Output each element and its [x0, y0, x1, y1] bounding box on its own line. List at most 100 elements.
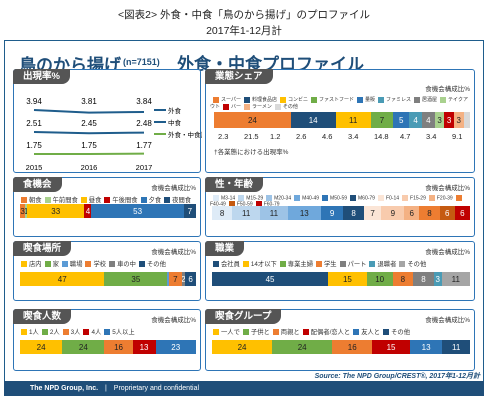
bar-segment: 53: [91, 204, 184, 218]
bar-segment: 24: [20, 340, 63, 354]
legend-swatch: [322, 195, 329, 201]
profile-card: 鳥のから揚げ (n=7151) 外食・中食プロファイル 出現率% 3.94 3.8…: [4, 40, 484, 396]
legend-label: ファミレス: [386, 97, 412, 103]
bar-segment: 7: [169, 272, 182, 286]
legend-swatch: [41, 329, 48, 336]
legend-label: バー: [231, 104, 242, 110]
channel-incidence-value: 4.6: [322, 132, 333, 141]
legend: スーパー 料理食品店 コンビニ ファストフード 量販 ファミレス 居酒屋 テイクアウト バー ラー…: [210, 96, 472, 110]
bar-segment: 11: [442, 340, 470, 354]
legend-label: M60-79: [358, 195, 375, 202]
legend-swatch: [213, 195, 219, 201]
bar-segment: 35: [104, 272, 168, 286]
stacked-bar: 31334537: [20, 204, 196, 218]
data-label: 1.75: [81, 141, 97, 150]
panel-gender-age: 性・年齢 食機会構成比% M3-14 M15-29 M20-34 M40-49 M50-59…: [205, 177, 475, 237]
legend-swatch: [428, 195, 435, 201]
footer-bar: The NPD Group, Inc. | Proprietary and co…: [4, 381, 484, 396]
legend-label: 一人で: [221, 329, 240, 336]
bar-segment: 16: [104, 340, 133, 354]
panel-title: 喫食人数: [13, 309, 72, 324]
legend-swatch: [402, 195, 409, 201]
legend-label: 店内: [29, 261, 42, 268]
bar-segment: 10: [366, 272, 393, 286]
legend-swatch: [61, 261, 68, 268]
legend-label: その他: [146, 261, 166, 268]
bar-segment: 6: [439, 206, 455, 220]
legend-swatch: [315, 261, 322, 268]
bar-segment: 6: [404, 206, 420, 220]
legend-label: M3-14: [221, 195, 236, 202]
data-label: 3.84: [136, 97, 152, 106]
panel-unit-note: 食機会構成比%: [425, 249, 470, 256]
bar-segment: 7: [363, 206, 382, 220]
legend-label: F20-39: [436, 195, 453, 202]
data-label: 2.51: [26, 119, 42, 128]
legend-label: F50-59: [236, 201, 253, 208]
bar-segment: 5: [393, 112, 410, 128]
legend-label: ファストフード: [318, 97, 354, 103]
channel-incidence-value: 3.4: [348, 132, 359, 141]
legend-swatch: [455, 195, 462, 201]
channel-incidence-value: 3.4: [426, 132, 437, 141]
legend-label: 配偶者/恋人と: [310, 329, 351, 336]
bar-segment: 7: [183, 204, 196, 218]
legend-swatch: [21, 329, 27, 336]
legend-swatch: [279, 96, 286, 103]
legend-swatch: [109, 261, 116, 268]
legend-swatch: [104, 197, 111, 204]
figure-period: 2017年1-12月計: [206, 25, 282, 37]
panel-unit-note: 食機会構成比%: [425, 86, 470, 93]
panel-title: 食機会: [13, 177, 62, 192]
legend-label: テイクアウト: [210, 97, 468, 110]
data-label: 3.81: [81, 97, 97, 106]
legend-label: 午後間食: [112, 197, 138, 204]
bar-segment: 4: [409, 112, 422, 128]
figure-caption: <図表2> 外食・中食「鳥のから揚げ」のプロファイル: [117, 9, 371, 21]
legend-label: 5人以上: [112, 329, 135, 336]
panel-title: 性・年齢: [205, 177, 264, 192]
legend-label: 専業主婦: [287, 261, 313, 268]
channel-incidence-row: 2.3 21.5 1.2 2.6 4.6 3.4 14.8 4.7 3.4 9.1: [214, 132, 470, 144]
legend-swatch: [378, 96, 385, 103]
legend-label: 夕食: [148, 197, 162, 204]
legend-label: F40-49: [210, 201, 226, 208]
legend-label: 4人: [91, 329, 102, 336]
bar-segment: 6: [185, 272, 196, 286]
legend-label: F60-79: [263, 201, 280, 208]
legend-swatch: [213, 329, 219, 336]
legend-swatch: [104, 329, 111, 336]
legend-swatch: [272, 329, 279, 336]
bar-segment: 1: [25, 204, 27, 218]
legend: M3-14 M15-29 M20-34 M40-49 M50-59 M60-79 F0-14…: [210, 195, 472, 208]
bar-segment: 15: [372, 340, 410, 354]
bar-segment: 24: [214, 112, 291, 128]
bar-segment: 3: [434, 112, 445, 128]
bar-segment: 9: [320, 206, 344, 220]
legend-swatch: [138, 261, 145, 268]
legend-label: 外食: [168, 106, 182, 115]
bar-segment: 11: [335, 112, 371, 128]
panel-title: 職業: [205, 241, 245, 256]
bar-segment: 6: [454, 206, 470, 220]
x-tick-label: 2016: [81, 163, 98, 172]
legend-label: 量販: [365, 97, 376, 103]
legend-label: 朝食: [29, 197, 42, 204]
stacked-bar: 24 24 16 15 13 11: [212, 340, 470, 354]
bar-segment: 3: [433, 272, 442, 286]
bar-segment: 24: [62, 340, 105, 354]
legend-label: M50-59: [330, 195, 347, 202]
bar-segment: 8: [419, 206, 440, 220]
line-chart: 3.94 3.81 3.84 外食 2.51 2.45 2.48 中食 1.75 1.75 1.77…: [26, 97, 202, 172]
data-label: 1.77: [136, 141, 152, 150]
legend-swatch: [399, 261, 406, 268]
source-note: Source: The NPD Group/CREST®, 2017年1-12月…: [314, 373, 480, 380]
legend-swatch: [302, 329, 309, 336]
series-line: [33, 109, 145, 114]
stacked-bar: 47 35 7 2 6: [20, 272, 196, 286]
bar-segment: 8: [212, 206, 233, 220]
legend-label: その他: [282, 104, 298, 110]
stacked-bar: 24 14 11 7 5 4 4 3 3 3: [214, 112, 470, 128]
panel-unit-note: 食機会構成比%: [425, 317, 470, 324]
legend-label: F0-14: [385, 195, 400, 202]
